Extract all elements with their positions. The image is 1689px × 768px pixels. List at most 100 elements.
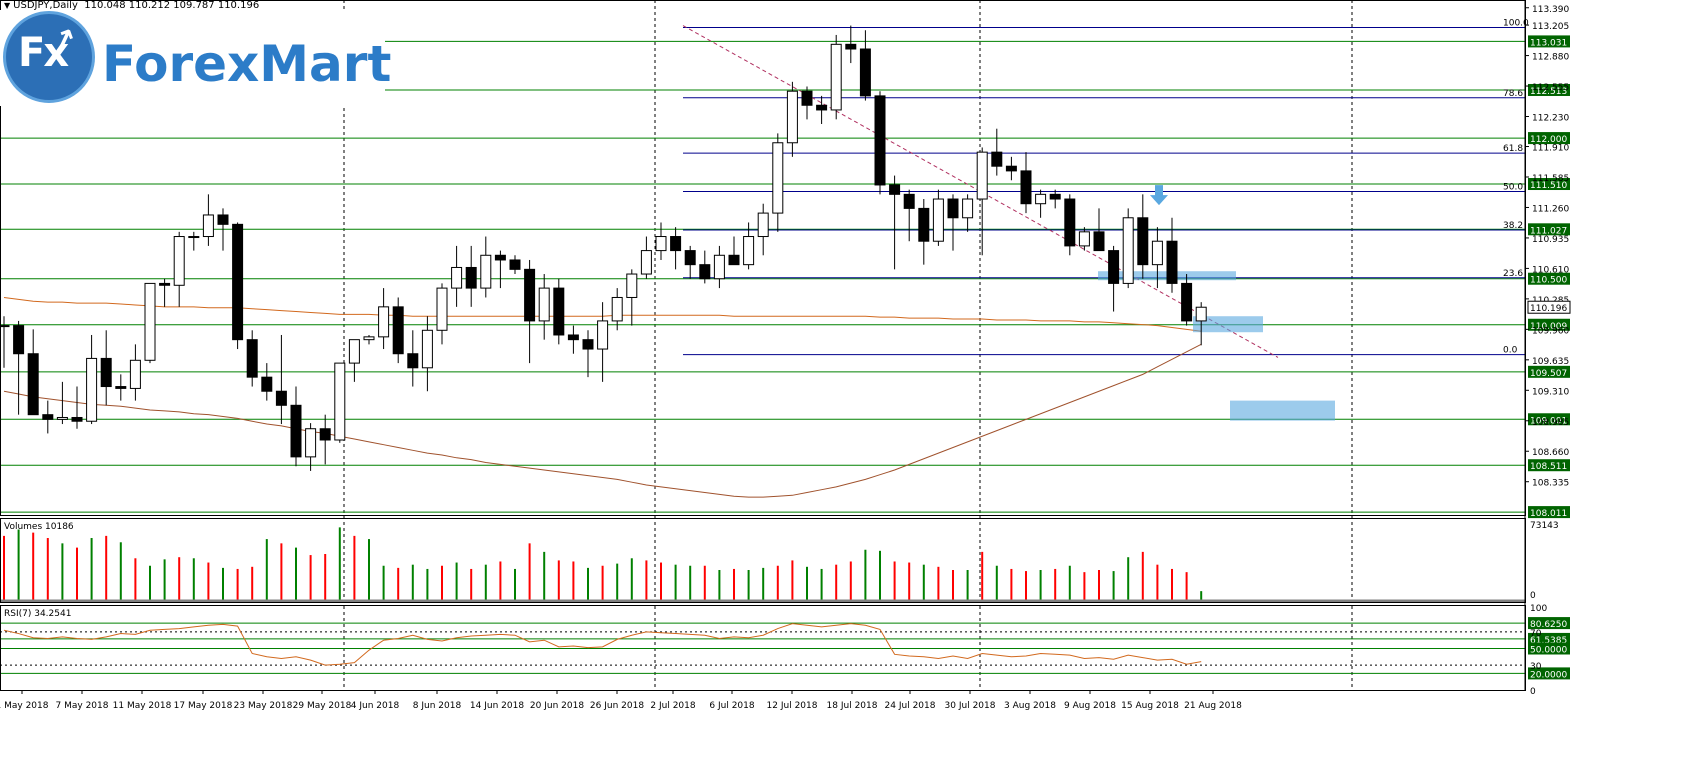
candle-bear [1166, 240, 1178, 284]
fib-label: 61.8 [1503, 144, 1523, 154]
rsi-title: RSI(7) 34.2541 [4, 609, 71, 619]
candle-bull [1195, 306, 1207, 322]
candle-bull [173, 236, 185, 286]
price-tick-label: 108.335 [1532, 479, 1569, 489]
price-tick-label: 111.585 [1532, 174, 1569, 184]
horizontal-levels: 113.031 112.513 112.000 111.510 111.027 110.5… [0, 35, 1570, 519]
level-label: 111.510 [1530, 181, 1567, 191]
price-tick-label: 112.555 [1532, 83, 1569, 93]
symbol-header: ▼ USDJPY,Daily 110.048 110.212 109.787 11… [4, 0, 259, 11]
date-label: 14 Jun 2018 [470, 701, 524, 711]
candle-bull [56, 416, 68, 420]
rsi-line [3, 623, 1202, 666]
candle-bull [655, 236, 667, 252]
level-badge [1528, 223, 1570, 236]
candle-bear [275, 390, 287, 406]
price-tick-label: 112.880 [1532, 53, 1569, 63]
trendline-dashed [682, 25, 1279, 358]
trendline [682, 25, 1279, 358]
candle-bull [830, 43, 842, 111]
date-label: 9 Aug 2018 [1064, 701, 1116, 711]
candle-bear [699, 264, 711, 280]
ohlc-readout: 110.048 110.212 109.787 110.196 [84, 0, 260, 11]
candle-bull [976, 151, 988, 200]
candle-bear [13, 325, 25, 355]
candle-bull [421, 329, 433, 369]
price-tick-label: 109.310 [1532, 387, 1569, 397]
candle-bull [640, 250, 652, 275]
candle-bull [188, 236, 200, 239]
fib-label: 100.0 [1503, 18, 1529, 28]
candle-bear [1020, 170, 1032, 205]
candle-bear [1093, 231, 1105, 252]
candle-bull [1122, 217, 1134, 284]
date-label: 20 Jun 2018 [530, 701, 584, 711]
candle-bear [874, 95, 886, 186]
candle-bear [524, 268, 536, 322]
candle-bull [129, 359, 141, 389]
candle-bear [290, 404, 302, 458]
price-axis: 113.390 113.205 112.880 112.555 112.230 111.9… [1525, 5, 1571, 489]
candle-bear [1064, 198, 1076, 247]
candle-bear [100, 357, 112, 388]
rsi-tick-label: 70 [1530, 629, 1542, 639]
candle-bear [728, 254, 740, 266]
rsi-level-badge [1528, 632, 1570, 645]
price-tick-label: 113.390 [1532, 5, 1569, 15]
price-tick-label: 111.260 [1532, 204, 1569, 214]
candle-bear [845, 43, 857, 50]
candle-bull [772, 142, 784, 214]
candle-bull [743, 236, 755, 266]
level-label: 109.001 [1530, 416, 1567, 426]
level-label: 111.027 [1530, 226, 1567, 236]
candle-bear [1137, 217, 1149, 266]
candle-bear [407, 353, 419, 369]
candle-bull [144, 282, 156, 361]
date-label: 24 Jul 2018 [885, 701, 936, 711]
candle-bear [159, 282, 171, 286]
price-tick-label: 109.635 [1532, 357, 1569, 367]
date-label: 21 Aug 2018 [1184, 701, 1242, 711]
fib-label: 23.6 [1503, 269, 1523, 279]
price-tick-label: 108.660 [1532, 448, 1569, 458]
price-tick-label: 110.610 [1532, 265, 1569, 275]
candle-bear [71, 416, 83, 422]
candle-bear [246, 339, 258, 378]
candle-bull [1151, 240, 1163, 266]
logo-fx-text: Fx [18, 30, 69, 76]
date-label: 7 May 2018 [56, 701, 109, 711]
level-badge [1528, 272, 1570, 285]
fib-label: 50.0 [1503, 183, 1523, 193]
candle-bull [757, 212, 769, 238]
level-badge [1528, 413, 1570, 426]
candle-bear [1005, 165, 1017, 172]
candle-bear [801, 90, 813, 106]
price-candles [0, 25, 1207, 471]
candle-bear [859, 48, 871, 97]
level-badge [1528, 506, 1570, 519]
level-badge [1528, 459, 1570, 472]
level-label: 108.011 [1530, 509, 1567, 519]
price-tick-label: 112.230 [1532, 114, 1569, 124]
date-label: 8 Jun 2018 [413, 701, 462, 711]
level-badge [1528, 178, 1570, 191]
candle-bear [1049, 193, 1061, 200]
dropdown-triangle-icon[interactable]: ▼ [4, 1, 11, 10]
candle-bear [889, 184, 901, 195]
fib-label: 0.0 [1503, 346, 1518, 356]
price-tick-label: 113.205 [1532, 22, 1569, 32]
candle-bull [1035, 193, 1047, 205]
candle-bull [611, 296, 623, 322]
candle-bear [319, 428, 331, 441]
level-label: 112.513 [1530, 87, 1567, 97]
fib-label: 38.2 [1503, 221, 1523, 231]
candle-bear [947, 198, 959, 219]
level-label: 108.511 [1530, 462, 1567, 472]
candle-bear [1181, 282, 1193, 322]
candle-bear [1108, 250, 1120, 284]
moving-average-brown [3, 343, 1202, 498]
candle-bull [786, 90, 798, 144]
forexmart-logo: Fx ↗ ForexMart [0, 10, 391, 106]
target-zone [1193, 316, 1263, 333]
